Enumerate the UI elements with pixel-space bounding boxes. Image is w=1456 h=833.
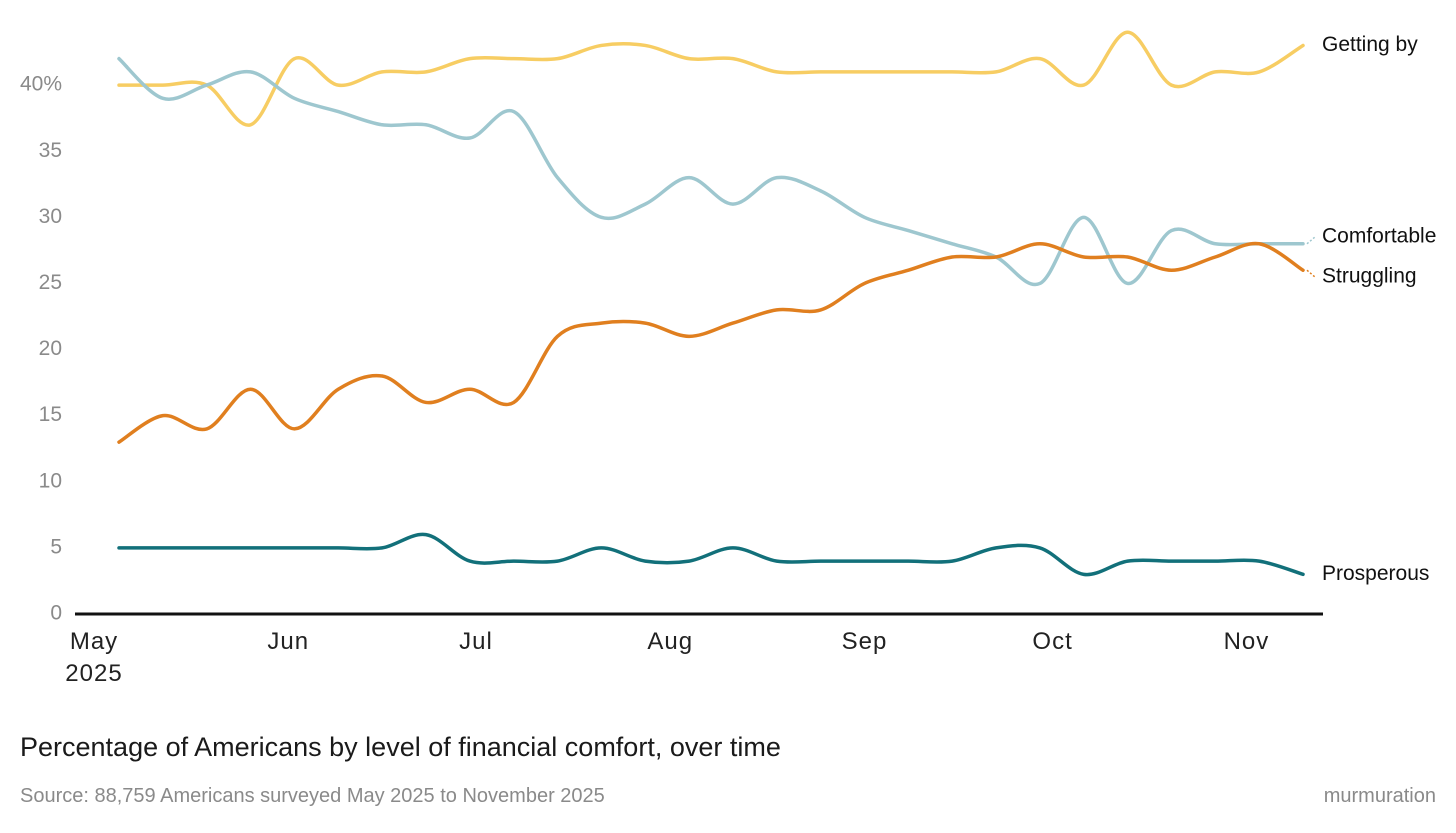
series-line [117, 241, 1305, 444]
x-tick-label: May 2025 [65, 628, 123, 687]
brand: murmuration [1323, 785, 1436, 807]
y-tick-label: 20 [39, 337, 62, 360]
x-tick-label: Jun [267, 628, 310, 655]
series-line [117, 30, 1305, 127]
y-tick-label: 15 [39, 403, 62, 426]
x-tick-label: Sep [841, 628, 888, 655]
series-line [117, 56, 1305, 287]
legend-label: Getting by [1322, 33, 1418, 56]
label-leader [1306, 236, 1316, 245]
legend-label: Prosperous [1322, 562, 1429, 585]
x-tick-label: Jul [459, 628, 493, 655]
y-tick-label: 10 [39, 469, 62, 492]
legend-label: Comfortable [1322, 225, 1436, 248]
y-tick-label: 5 [50, 535, 62, 558]
y-tick-label: 25 [39, 271, 62, 294]
y-tick-label: 40% [20, 73, 62, 96]
x-tick-label: Nov [1223, 628, 1270, 655]
source-note: Source: 88,759 Americans surveyed May 20… [20, 785, 605, 807]
y-tick-label: 30 [39, 205, 62, 228]
y-tick-label: 0 [50, 602, 62, 625]
x-tick-label: Oct [1032, 628, 1073, 655]
x-tick-label: Aug [647, 628, 694, 655]
series-line [117, 532, 1305, 577]
chart-title: Percentage of Americans by level of fina… [20, 732, 781, 762]
y-tick-label: 35 [39, 139, 62, 162]
label-leader [1306, 269, 1316, 278]
legend-label: Struggling [1322, 265, 1417, 288]
